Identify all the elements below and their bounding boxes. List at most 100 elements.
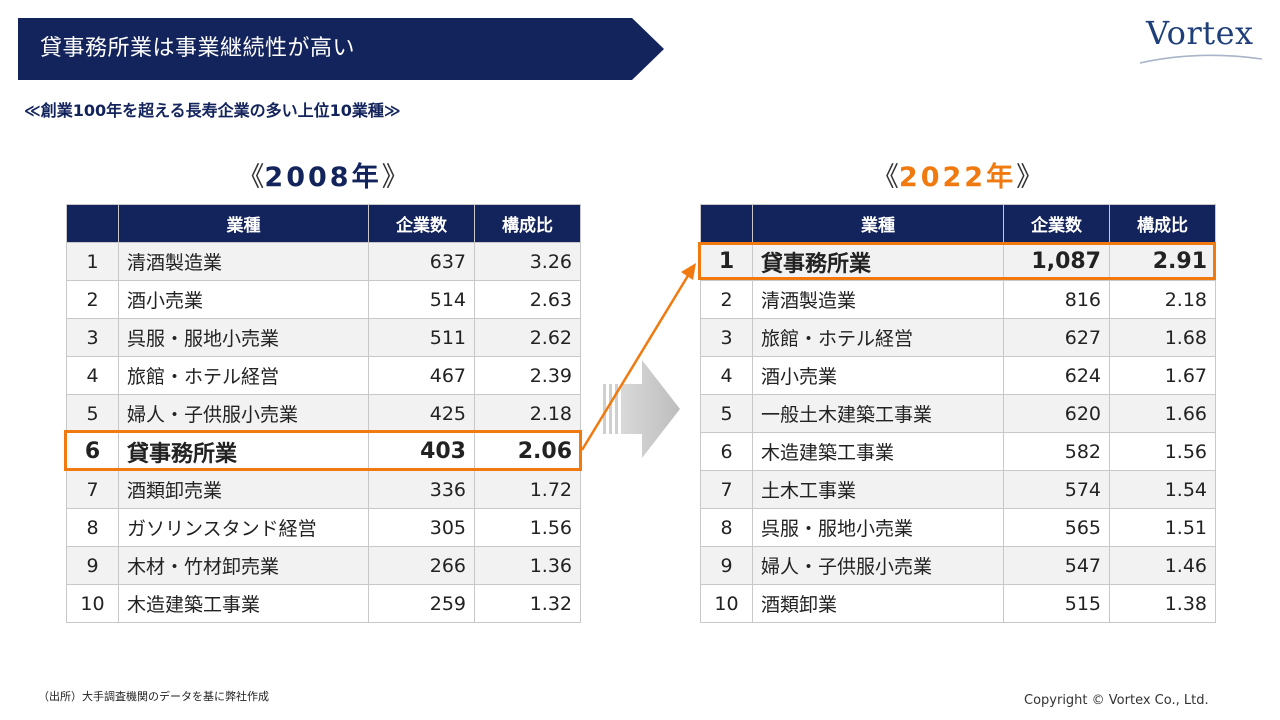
header-rank [66, 204, 119, 243]
table-row: 1 清酒製造業 637 3.26 [66, 242, 581, 281]
industry-cell: 木造建築工事業 [118, 584, 369, 623]
table-row: 5 一般土木建築工事業 620 1.66 [700, 394, 1216, 433]
companies-cell: 574 [1003, 470, 1110, 509]
ratio-cell: 2.62 [474, 318, 581, 357]
table-row: 9 木材・竹材卸売業 266 1.36 [66, 546, 581, 585]
table-row: 9 婦人・子供服小売業 547 1.46 [700, 546, 1216, 585]
rank-cell: 7 [66, 470, 119, 509]
industry-cell: 旅館・ホテル経営 [118, 356, 369, 395]
ratio-cell: 1.54 [1109, 470, 1216, 509]
table-row: 4 酒小売業 624 1.67 [700, 356, 1216, 395]
rank-cell: 2 [66, 280, 119, 319]
ratio-cell: 2.39 [474, 356, 581, 395]
title-banner: 貸事務所業は事業継続性が高い [18, 18, 664, 80]
industry-cell: 呉服・服地小売業 [118, 318, 369, 357]
companies-cell: 620 [1003, 394, 1110, 433]
ranking-table-2008: 業種 企業数 構成比 1 清酒製造業 637 3.26 2 酒小売業 514 2.63 3 呉服・… [66, 204, 581, 623]
industry-cell: 酒小売業 [118, 280, 369, 319]
table-header-row: 業種 企業数 構成比 [66, 204, 581, 243]
companies-cell: 336 [368, 470, 475, 509]
page-title: 貸事務所業は事業継続性が高い [40, 36, 356, 61]
companies-cell: 627 [1003, 318, 1110, 357]
rank-cell: 7 [700, 470, 753, 509]
table-row: 6 貸事務所業 403 2.06 [66, 432, 581, 471]
industry-cell: 木材・竹材卸売業 [118, 546, 369, 585]
companies-cell: 511 [368, 318, 475, 357]
header-industry: 業種 [118, 204, 369, 243]
table-header-row: 業種 企業数 構成比 [700, 204, 1216, 243]
rank-cell: 1 [700, 242, 753, 281]
companies-cell: 624 [1003, 356, 1110, 395]
year-label: 2008年 [264, 162, 382, 193]
ratio-cell: 2.18 [474, 394, 581, 433]
ratio-cell: 1.36 [474, 546, 581, 585]
companies-cell: 1,087 [1003, 242, 1110, 281]
table-row: 10 木造建築工事業 259 1.32 [66, 584, 581, 623]
bracket-left: 《 [237, 162, 265, 193]
table-row: 3 呉服・服地小売業 511 2.62 [66, 318, 581, 357]
industry-cell: 酒小売業 [752, 356, 1004, 395]
ratio-cell: 1.68 [1109, 318, 1216, 357]
industry-cell: 呉服・服地小売業 [752, 508, 1004, 547]
rank-cell: 6 [700, 432, 753, 471]
table-row: 8 呉服・服地小売業 565 1.51 [700, 508, 1216, 547]
table-row: 2 清酒製造業 816 2.18 [700, 280, 1216, 319]
ratio-cell: 1.32 [474, 584, 581, 623]
header-companies: 企業数 [1003, 204, 1110, 243]
subtitle: ≪創業100年を超える長寿企業の多い上位10業種≫ [24, 101, 401, 120]
year-label: 2022年 [898, 162, 1017, 193]
bracket-right: 》 [1016, 162, 1044, 193]
rank-cell: 5 [66, 394, 119, 433]
ratio-cell: 1.38 [1109, 584, 1216, 623]
year-heading-2022: 《2022年》 [700, 155, 1215, 194]
companies-cell: 637 [368, 242, 475, 281]
copyright: Copyright © Vortex Co., Ltd. [1024, 693, 1209, 708]
rank-cell: 8 [700, 508, 753, 547]
rank-cell: 9 [700, 546, 753, 585]
header-companies: 企業数 [368, 204, 475, 243]
table-row: 3 旅館・ホテル経営 627 1.68 [700, 318, 1216, 357]
industry-cell: 婦人・子供服小売業 [752, 546, 1004, 585]
companies-cell: 547 [1003, 546, 1110, 585]
header-ratio: 構成比 [474, 204, 581, 243]
header-industry: 業種 [752, 204, 1004, 243]
table-row: 5 婦人・子供服小売業 425 2.18 [66, 394, 581, 433]
table-row: 6 木造建築工事業 582 1.56 [700, 432, 1216, 471]
table-row: 10 酒類卸業 515 1.38 [700, 584, 1216, 623]
ratio-cell: 1.46 [1109, 546, 1216, 585]
rank-cell: 5 [700, 394, 753, 433]
ratio-cell: 1.51 [1109, 508, 1216, 547]
ratio-cell: 3.26 [474, 242, 581, 281]
ratio-cell: 1.56 [474, 508, 581, 547]
rank-cell: 3 [700, 318, 753, 357]
companies-cell: 266 [368, 546, 475, 585]
rank-cell: 4 [700, 356, 753, 395]
industry-cell: 旅館・ホテル経営 [752, 318, 1004, 357]
ratio-cell: 2.06 [474, 432, 581, 471]
industry-cell: 清酒製造業 [118, 242, 369, 281]
table-row: 8 ガソリンスタンド経営 305 1.56 [66, 508, 581, 547]
gray-right-arrow-icon [603, 360, 680, 458]
source-note: （出所）大手調査機関のデータを基に弊社作成 [38, 690, 269, 703]
industry-cell: 酒類卸業 [752, 584, 1004, 623]
year-heading-2008: 《2008年》 [66, 155, 580, 194]
rank-cell: 3 [66, 318, 119, 357]
orange-connector-arrow-icon [580, 263, 696, 451]
ratio-cell: 2.18 [1109, 280, 1216, 319]
ratio-cell: 1.56 [1109, 432, 1216, 471]
companies-cell: 305 [368, 508, 475, 547]
industry-cell: 酒類卸売業 [118, 470, 369, 509]
ratio-cell: 1.66 [1109, 394, 1216, 433]
industry-cell: 木造建築工事業 [752, 432, 1004, 471]
logo-text: Vortex [1146, 14, 1254, 52]
industry-cell: 土木工事業 [752, 470, 1004, 509]
companies-cell: 582 [1003, 432, 1110, 471]
rank-cell: 2 [700, 280, 753, 319]
table-row: 1 貸事務所業 1,087 2.91 [700, 242, 1216, 281]
logo-swoosh-icon [1139, 54, 1263, 64]
industry-cell: 婦人・子供服小売業 [118, 394, 369, 433]
table-row: 7 酒類卸売業 336 1.72 [66, 470, 581, 509]
rank-cell: 8 [66, 508, 119, 547]
industry-cell: ガソリンスタンド経営 [118, 508, 369, 547]
companies-cell: 403 [368, 432, 475, 471]
